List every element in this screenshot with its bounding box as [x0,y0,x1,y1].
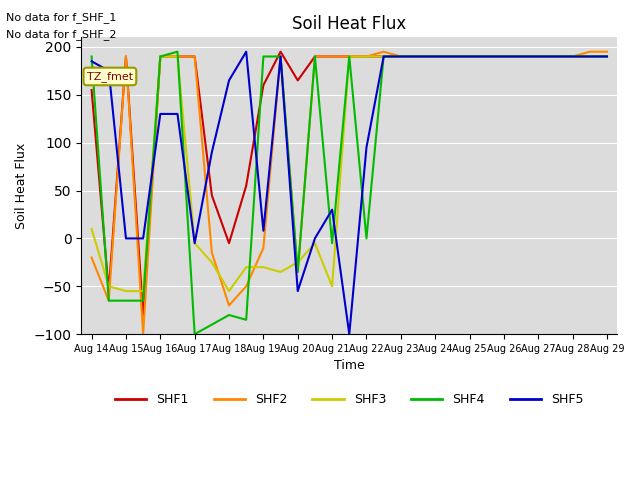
Text: No data for f_SHF_1: No data for f_SHF_1 [6,12,116,23]
Text: TZ_fmet: TZ_fmet [87,71,133,82]
Title: Soil Heat Flux: Soil Heat Flux [292,15,406,33]
Text: No data for f_SHF_2: No data for f_SHF_2 [6,29,117,40]
X-axis label: Time: Time [334,360,365,372]
Y-axis label: Soil Heat Flux: Soil Heat Flux [15,143,28,229]
Legend: SHF1, SHF2, SHF3, SHF4, SHF5: SHF1, SHF2, SHF3, SHF4, SHF5 [110,388,588,411]
